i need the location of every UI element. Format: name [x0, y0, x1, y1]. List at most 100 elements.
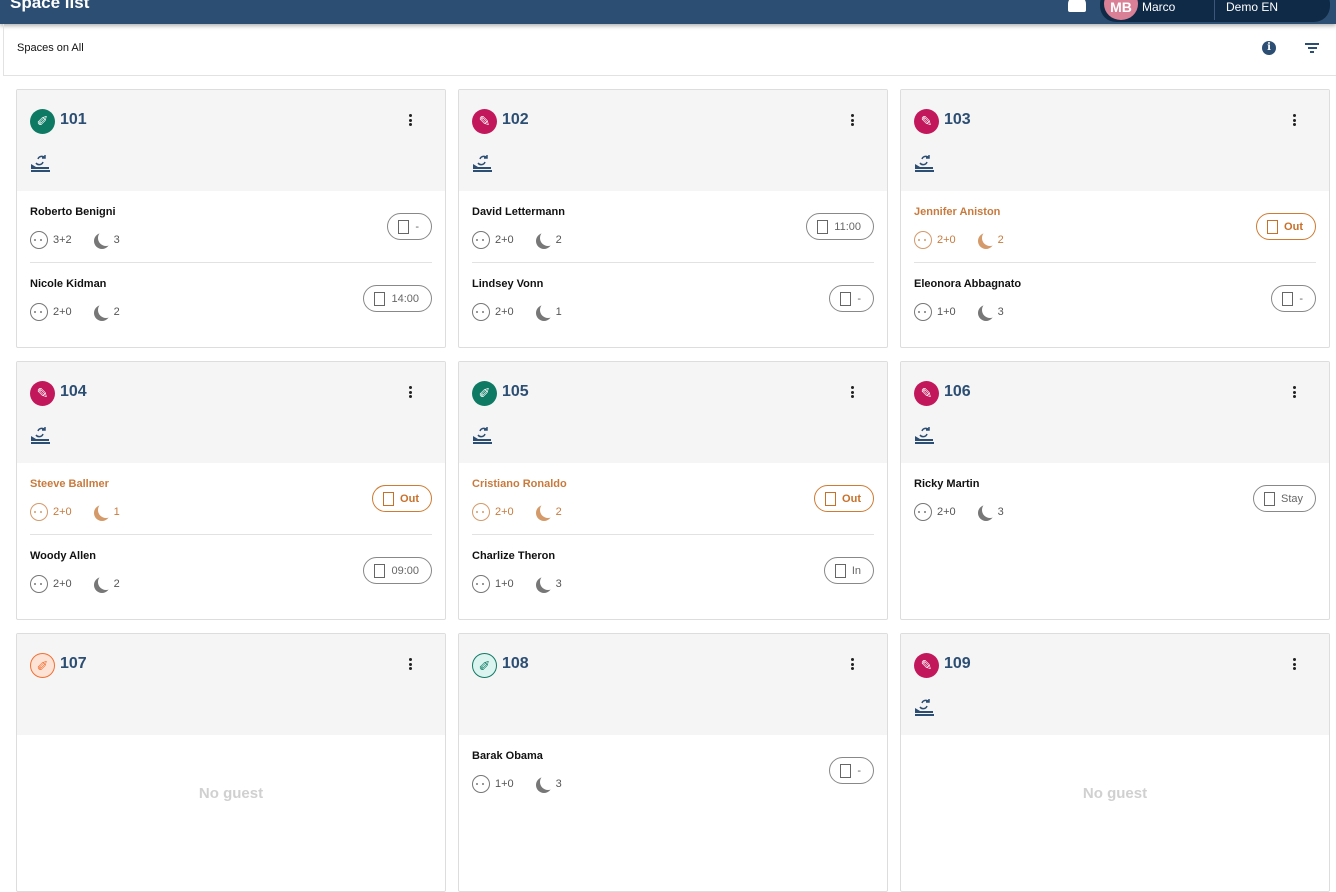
guest-face-icon [914, 303, 932, 321]
action-label: Out [1284, 220, 1303, 233]
page-title: Space list [10, 0, 90, 12]
guest-meta: 1+0 3 [472, 575, 562, 593]
space-card[interactable]: ✐ 101 Roberto Benigni 3+2 3 - Nicole Kid… [16, 89, 446, 348]
space-card[interactable]: ✎ 106 Ricky Martin 2+0 3 Stay [900, 361, 1330, 620]
guest-name[interactable]: Woody Allen [30, 550, 96, 562]
departure-button[interactable]: Out [814, 485, 874, 512]
space-card[interactable]: ✎ 109 No guest [900, 633, 1330, 892]
guest-row[interactable]: Nicole Kidman 2+0 2 14:00 [30, 263, 432, 335]
guest-name[interactable]: Steeve Ballmer [30, 478, 109, 490]
space-card[interactable]: ✐ 107 No guest [16, 633, 446, 892]
arrival-button[interactable]: 09:00 [363, 557, 432, 584]
nights-count: 3 [997, 306, 1004, 318]
arrival-button[interactable]: In [823, 557, 874, 584]
arrival-button[interactable]: 14:00 [363, 285, 432, 312]
login-icon [840, 763, 852, 778]
stay-button[interactable]: Stay [1252, 485, 1316, 512]
departure-button[interactable]: Out [1256, 213, 1316, 240]
more-vert-icon[interactable] [1293, 658, 1297, 672]
more-vert-icon[interactable] [851, 114, 855, 128]
guest-name[interactable]: Lindsey Vonn [472, 278, 544, 290]
guest-name[interactable]: Barak Obama [472, 750, 543, 762]
space-card[interactable]: ✐ 108 Barak Obama 1+0 3 - [458, 633, 888, 892]
guest-face-icon [30, 575, 48, 593]
moon-icon [98, 302, 114, 318]
logout-icon [383, 491, 395, 506]
nights-count: 3 [113, 234, 120, 246]
moon-icon [98, 574, 114, 590]
action-label: - [1299, 292, 1303, 305]
arrival-button[interactable]: - [829, 285, 874, 312]
guest-name[interactable]: Nicole Kidman [30, 278, 107, 290]
departure-button[interactable]: - [387, 213, 432, 240]
more-vert-icon[interactable] [1293, 386, 1297, 400]
space-number: 104 [60, 383, 87, 400]
departure-button[interactable]: 11:00 [806, 213, 874, 240]
action-label: In [851, 564, 861, 577]
guest-name[interactable]: Eleonora Abbagnato [914, 278, 1022, 290]
guest-row[interactable]: Charlize Theron 1+0 3 In [472, 535, 874, 607]
space-card[interactable]: ✎ 104 Steeve Ballmer 2+0 1 Out Woody All… [16, 361, 446, 620]
divider [1214, 0, 1215, 20]
dirty-status-icon[interactable]: ✎ [914, 109, 939, 134]
nights-count: 2 [113, 306, 120, 318]
broom-status-icon[interactable]: ✐ [30, 109, 55, 134]
space-card-header: ✐ 105 [459, 362, 887, 463]
guest-name[interactable]: Cristiano Ronaldo [472, 478, 567, 490]
guest-name[interactable]: David Lettermann [472, 206, 565, 218]
guest-row[interactable]: Barak Obama 1+0 3 - [472, 735, 874, 807]
departure-button[interactable]: Out [372, 485, 432, 512]
space-card[interactable]: ✐ 105 Cristiano Ronaldo 2+0 2 Out Charli… [458, 361, 888, 620]
guest-row[interactable]: Jennifer Aniston 2+0 2 Out [914, 191, 1316, 263]
arrival-button[interactable]: - [829, 757, 874, 784]
dirty-status-icon[interactable]: ✎ [30, 381, 55, 406]
dirty-status-icon[interactable]: ✎ [914, 653, 939, 678]
action-label: 09:00 [391, 564, 419, 577]
nights-count: 2 [113, 578, 120, 590]
property-selector[interactable]: Demo EN [1226, 0, 1279, 14]
bell-icon[interactable] [1068, 0, 1086, 12]
filter-icon[interactable] [1305, 43, 1319, 55]
guest-row[interactable]: Woody Allen 2+0 2 09:00 [30, 535, 432, 607]
more-vert-icon[interactable] [1293, 114, 1297, 128]
logout-icon [1267, 219, 1279, 234]
info-icon[interactable]: i [1262, 41, 1276, 55]
pax-count: 2+0 [937, 234, 956, 246]
guest-row[interactable]: David Lettermann 2+0 2 11:00 [472, 191, 874, 263]
guest-name[interactable]: Jennifer Aniston [914, 206, 1001, 218]
arrival-button[interactable]: - [1271, 285, 1316, 312]
more-vert-icon[interactable] [851, 386, 855, 400]
pax-count: 1+0 [937, 306, 956, 318]
guest-name[interactable]: Ricky Martin [914, 478, 980, 490]
guest-row[interactable]: Ricky Martin 2+0 3 Stay [914, 463, 1316, 535]
guest-row[interactable]: Cristiano Ronaldo 2+0 2 Out [472, 463, 874, 535]
guest-row[interactable]: Lindsey Vonn 2+0 1 - [472, 263, 874, 335]
more-vert-icon[interactable] [851, 658, 855, 672]
dirty-status-icon[interactable]: ✎ [914, 381, 939, 406]
nights-count: 3 [997, 506, 1004, 518]
broom-status-icon[interactable]: ✐ [472, 653, 497, 678]
guest-row[interactable]: Eleonora Abbagnato 1+0 3 - [914, 263, 1316, 335]
moon-icon [540, 502, 556, 518]
guest-meta: 2+0 1 [472, 303, 562, 321]
guest-face-icon [472, 775, 490, 793]
broom-status-icon[interactable]: ✐ [472, 381, 497, 406]
space-card[interactable]: ✎ 103 Jennifer Aniston 2+0 2 Out Eleonor… [900, 89, 1330, 348]
logout-icon [398, 219, 410, 234]
moon-icon [98, 502, 114, 518]
guest-name[interactable]: Roberto Benigni [30, 206, 116, 218]
dirty-status-icon[interactable]: ✎ [472, 109, 497, 134]
more-vert-icon[interactable] [409, 386, 413, 400]
more-vert-icon[interactable] [409, 658, 413, 672]
pax-count: 1+0 [495, 778, 514, 790]
more-vert-icon[interactable] [409, 114, 413, 128]
inspection-status-icon[interactable]: ✐ [30, 653, 55, 678]
guest-row[interactable]: Roberto Benigni 3+2 3 - [30, 191, 432, 263]
guest-row[interactable]: Steeve Ballmer 2+0 1 Out [30, 463, 432, 535]
guest-name[interactable]: Charlize Theron [472, 550, 556, 562]
guest-meta: 2+0 2 [914, 231, 1004, 249]
space-card[interactable]: ✎ 102 David Lettermann 2+0 2 11:00 Linds… [458, 89, 888, 348]
guest-meta: 1+0 3 [914, 303, 1004, 321]
action-label: Stay [1280, 492, 1303, 505]
user-menu[interactable]: MB Marco Demo EN [1100, 0, 1330, 22]
